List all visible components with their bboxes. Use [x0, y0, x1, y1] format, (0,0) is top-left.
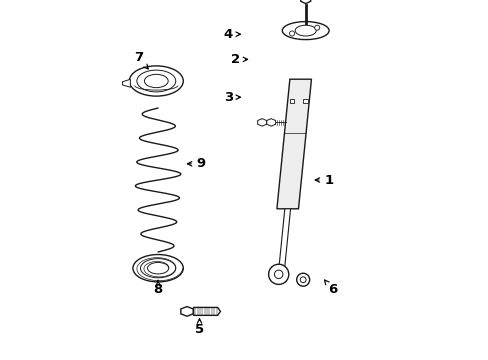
Circle shape	[274, 270, 283, 279]
Polygon shape	[300, 0, 310, 4]
Text: 5: 5	[195, 319, 203, 336]
Circle shape	[314, 25, 319, 30]
Polygon shape	[289, 99, 293, 103]
Circle shape	[289, 31, 294, 36]
Text: 3: 3	[223, 91, 240, 104]
Polygon shape	[303, 99, 307, 103]
Ellipse shape	[282, 22, 328, 40]
Text: 8: 8	[153, 280, 163, 296]
Polygon shape	[266, 119, 275, 126]
Polygon shape	[122, 79, 130, 87]
Text: 4: 4	[223, 28, 240, 41]
Text: 2: 2	[230, 53, 247, 66]
Polygon shape	[257, 119, 266, 126]
Polygon shape	[278, 209, 290, 268]
Text: 7: 7	[133, 51, 148, 69]
Circle shape	[296, 273, 309, 286]
Text: 1: 1	[315, 174, 333, 186]
Polygon shape	[181, 306, 193, 316]
Text: 9: 9	[187, 157, 205, 170]
Circle shape	[300, 277, 305, 283]
Polygon shape	[193, 307, 220, 315]
Circle shape	[268, 264, 288, 284]
Text: 6: 6	[324, 280, 337, 296]
Polygon shape	[276, 79, 311, 209]
Ellipse shape	[295, 25, 316, 36]
